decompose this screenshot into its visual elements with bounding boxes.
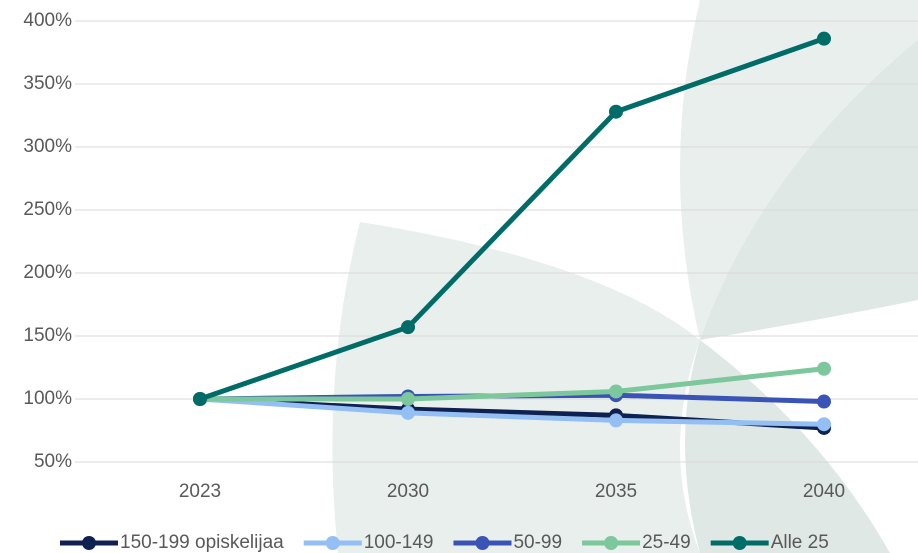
series xyxy=(193,31,831,406)
legend-marker xyxy=(604,536,619,550)
data-point xyxy=(609,413,623,428)
y-tick-label: 100% xyxy=(23,388,72,409)
x-tick-label: 2040 xyxy=(803,481,845,502)
legend-marker xyxy=(475,536,490,550)
legend-label: Alle 25 xyxy=(771,532,829,553)
series-line xyxy=(199,396,825,427)
x-tick-label: 2030 xyxy=(387,481,429,502)
y-tick-label: 200% xyxy=(23,262,72,283)
legend-item: 50-99 xyxy=(453,532,562,553)
legend-item: Alle 25 xyxy=(710,532,829,553)
y-tick-label: 150% xyxy=(23,325,72,346)
legend-label: 50-99 xyxy=(513,532,562,553)
data-point xyxy=(817,31,831,46)
legend-item: 25-49 xyxy=(582,532,691,553)
data-point xyxy=(817,394,831,409)
series-line xyxy=(200,366,825,402)
y-tick-label: 50% xyxy=(34,451,72,472)
legend-marker xyxy=(82,536,96,550)
legend-marker xyxy=(732,536,747,550)
y-tick-label: 250% xyxy=(23,199,72,220)
legend-item: 100-149 xyxy=(303,532,434,553)
y-tick-label: 350% xyxy=(23,73,72,94)
data-point xyxy=(401,405,415,420)
legend-item: 150-199 opiskelijaa xyxy=(60,532,284,553)
legend-label: 25-49 xyxy=(642,532,691,553)
y-tick-label: 400% xyxy=(23,10,72,31)
data-point xyxy=(193,392,207,406)
legend-label: 100-149 xyxy=(364,532,434,553)
leaf-shape xyxy=(332,222,700,553)
legend-marker xyxy=(325,536,340,550)
legend: 150-199 opiskelijaa 100-149 50-99 25-49 Alle… xyxy=(60,532,829,553)
legend-label: 150-199 opiskelijaa xyxy=(120,532,284,553)
data-point xyxy=(817,361,831,376)
data-point xyxy=(609,104,623,119)
leaf-shape xyxy=(685,340,890,553)
x-tick-label: 2035 xyxy=(595,481,637,502)
series-line xyxy=(199,36,825,402)
data-point xyxy=(817,417,831,432)
x-tick-label: 2023 xyxy=(179,481,221,502)
data-point xyxy=(401,320,415,335)
data-point xyxy=(609,384,623,399)
background-decoration xyxy=(332,0,918,553)
data-point xyxy=(401,392,415,406)
y-tick-label: 300% xyxy=(23,136,72,157)
leaf-shape xyxy=(700,40,918,340)
